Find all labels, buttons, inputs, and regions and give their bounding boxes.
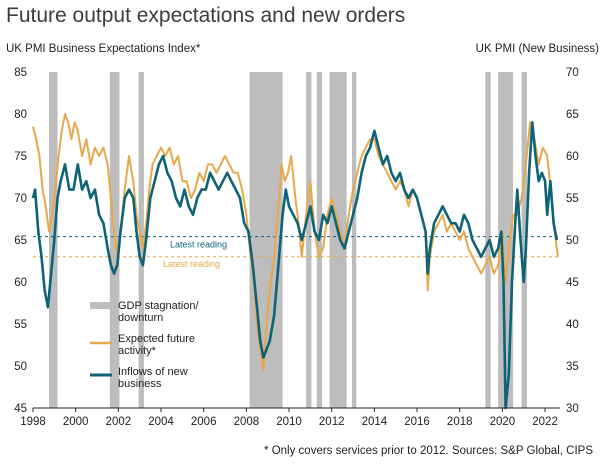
x-tick-label: 2020 <box>490 416 516 428</box>
x-tick-label: 2002 <box>106 416 132 428</box>
shaded-period <box>329 72 347 408</box>
latest-reading-label-new-business: Latest reading <box>170 240 227 250</box>
left-tick-label: 80 <box>14 109 27 121</box>
x-tick-label: 1998 <box>20 416 46 428</box>
right-tick-label: 50 <box>566 235 579 247</box>
x-tick-label: 2008 <box>234 416 260 428</box>
legend-label-new-business: Inflows of new business <box>118 366 188 390</box>
series-line-expected-activity <box>32 113 559 372</box>
legend-label-expected: Expected future activity* <box>118 333 195 357</box>
left-tick-label: 55 <box>14 319 27 331</box>
shaded-period <box>351 72 357 408</box>
right-tick-label: 55 <box>566 193 579 205</box>
shaded-period <box>485 72 491 408</box>
shaded-period <box>521 72 527 408</box>
series-line-new-business <box>31 121 559 410</box>
shaded-period <box>249 72 283 408</box>
x-tick-label: 2014 <box>362 416 388 428</box>
shaded-period <box>306 72 312 408</box>
x-tick-label: 2012 <box>319 416 345 428</box>
left-tick-label: 85 <box>14 67 27 79</box>
right-tick-label: 40 <box>566 319 579 331</box>
right-tick-label: 70 <box>566 67 579 79</box>
right-tick-label: 65 <box>566 109 579 121</box>
x-tick-label: 2016 <box>404 416 430 428</box>
latest-reading-label-expectations: Latest reading <box>163 259 220 269</box>
series-lines <box>31 113 559 410</box>
x-tick-label: 2010 <box>276 416 302 428</box>
left-tick-label: 70 <box>14 193 27 205</box>
legend: GDP stagnation/downturn Expected future ac… <box>90 300 199 390</box>
x-tick-label: 2018 <box>447 416 473 428</box>
right-tick-label: 30 <box>566 403 579 415</box>
chart-title: Future output expectations and new order… <box>6 4 406 27</box>
left-tick-label: 75 <box>14 151 27 163</box>
x-tick-label: 2022 <box>532 416 558 428</box>
x-tick-label: 2006 <box>191 416 217 428</box>
right-axis-title: UK PMI (New Business) <box>475 43 599 55</box>
left-axis-title: UK PMI Business Expectations Index* <box>6 43 201 55</box>
left-tick-label: 65 <box>14 235 27 247</box>
footnote: * Only covers services prior to 2012. So… <box>264 445 593 457</box>
right-tick-label: 45 <box>566 277 579 289</box>
x-tick-label: 2000 <box>63 416 89 428</box>
left-tick-label: 50 <box>14 361 27 373</box>
right-tick-label: 35 <box>566 361 579 373</box>
legend-label-shaded: GDP stagnation/downturn <box>118 300 199 324</box>
x-tick-label: 2004 <box>148 416 174 428</box>
axes: 45 50 55 60 65 70 75 80 85 30 35 40 45 50 55 60 65 70 1998… <box>14 67 579 428</box>
legend-swatch-shaded <box>90 302 112 309</box>
left-tick-label: 45 <box>14 403 27 415</box>
left-tick-label: 60 <box>14 277 27 289</box>
right-tick-label: 60 <box>566 151 579 163</box>
